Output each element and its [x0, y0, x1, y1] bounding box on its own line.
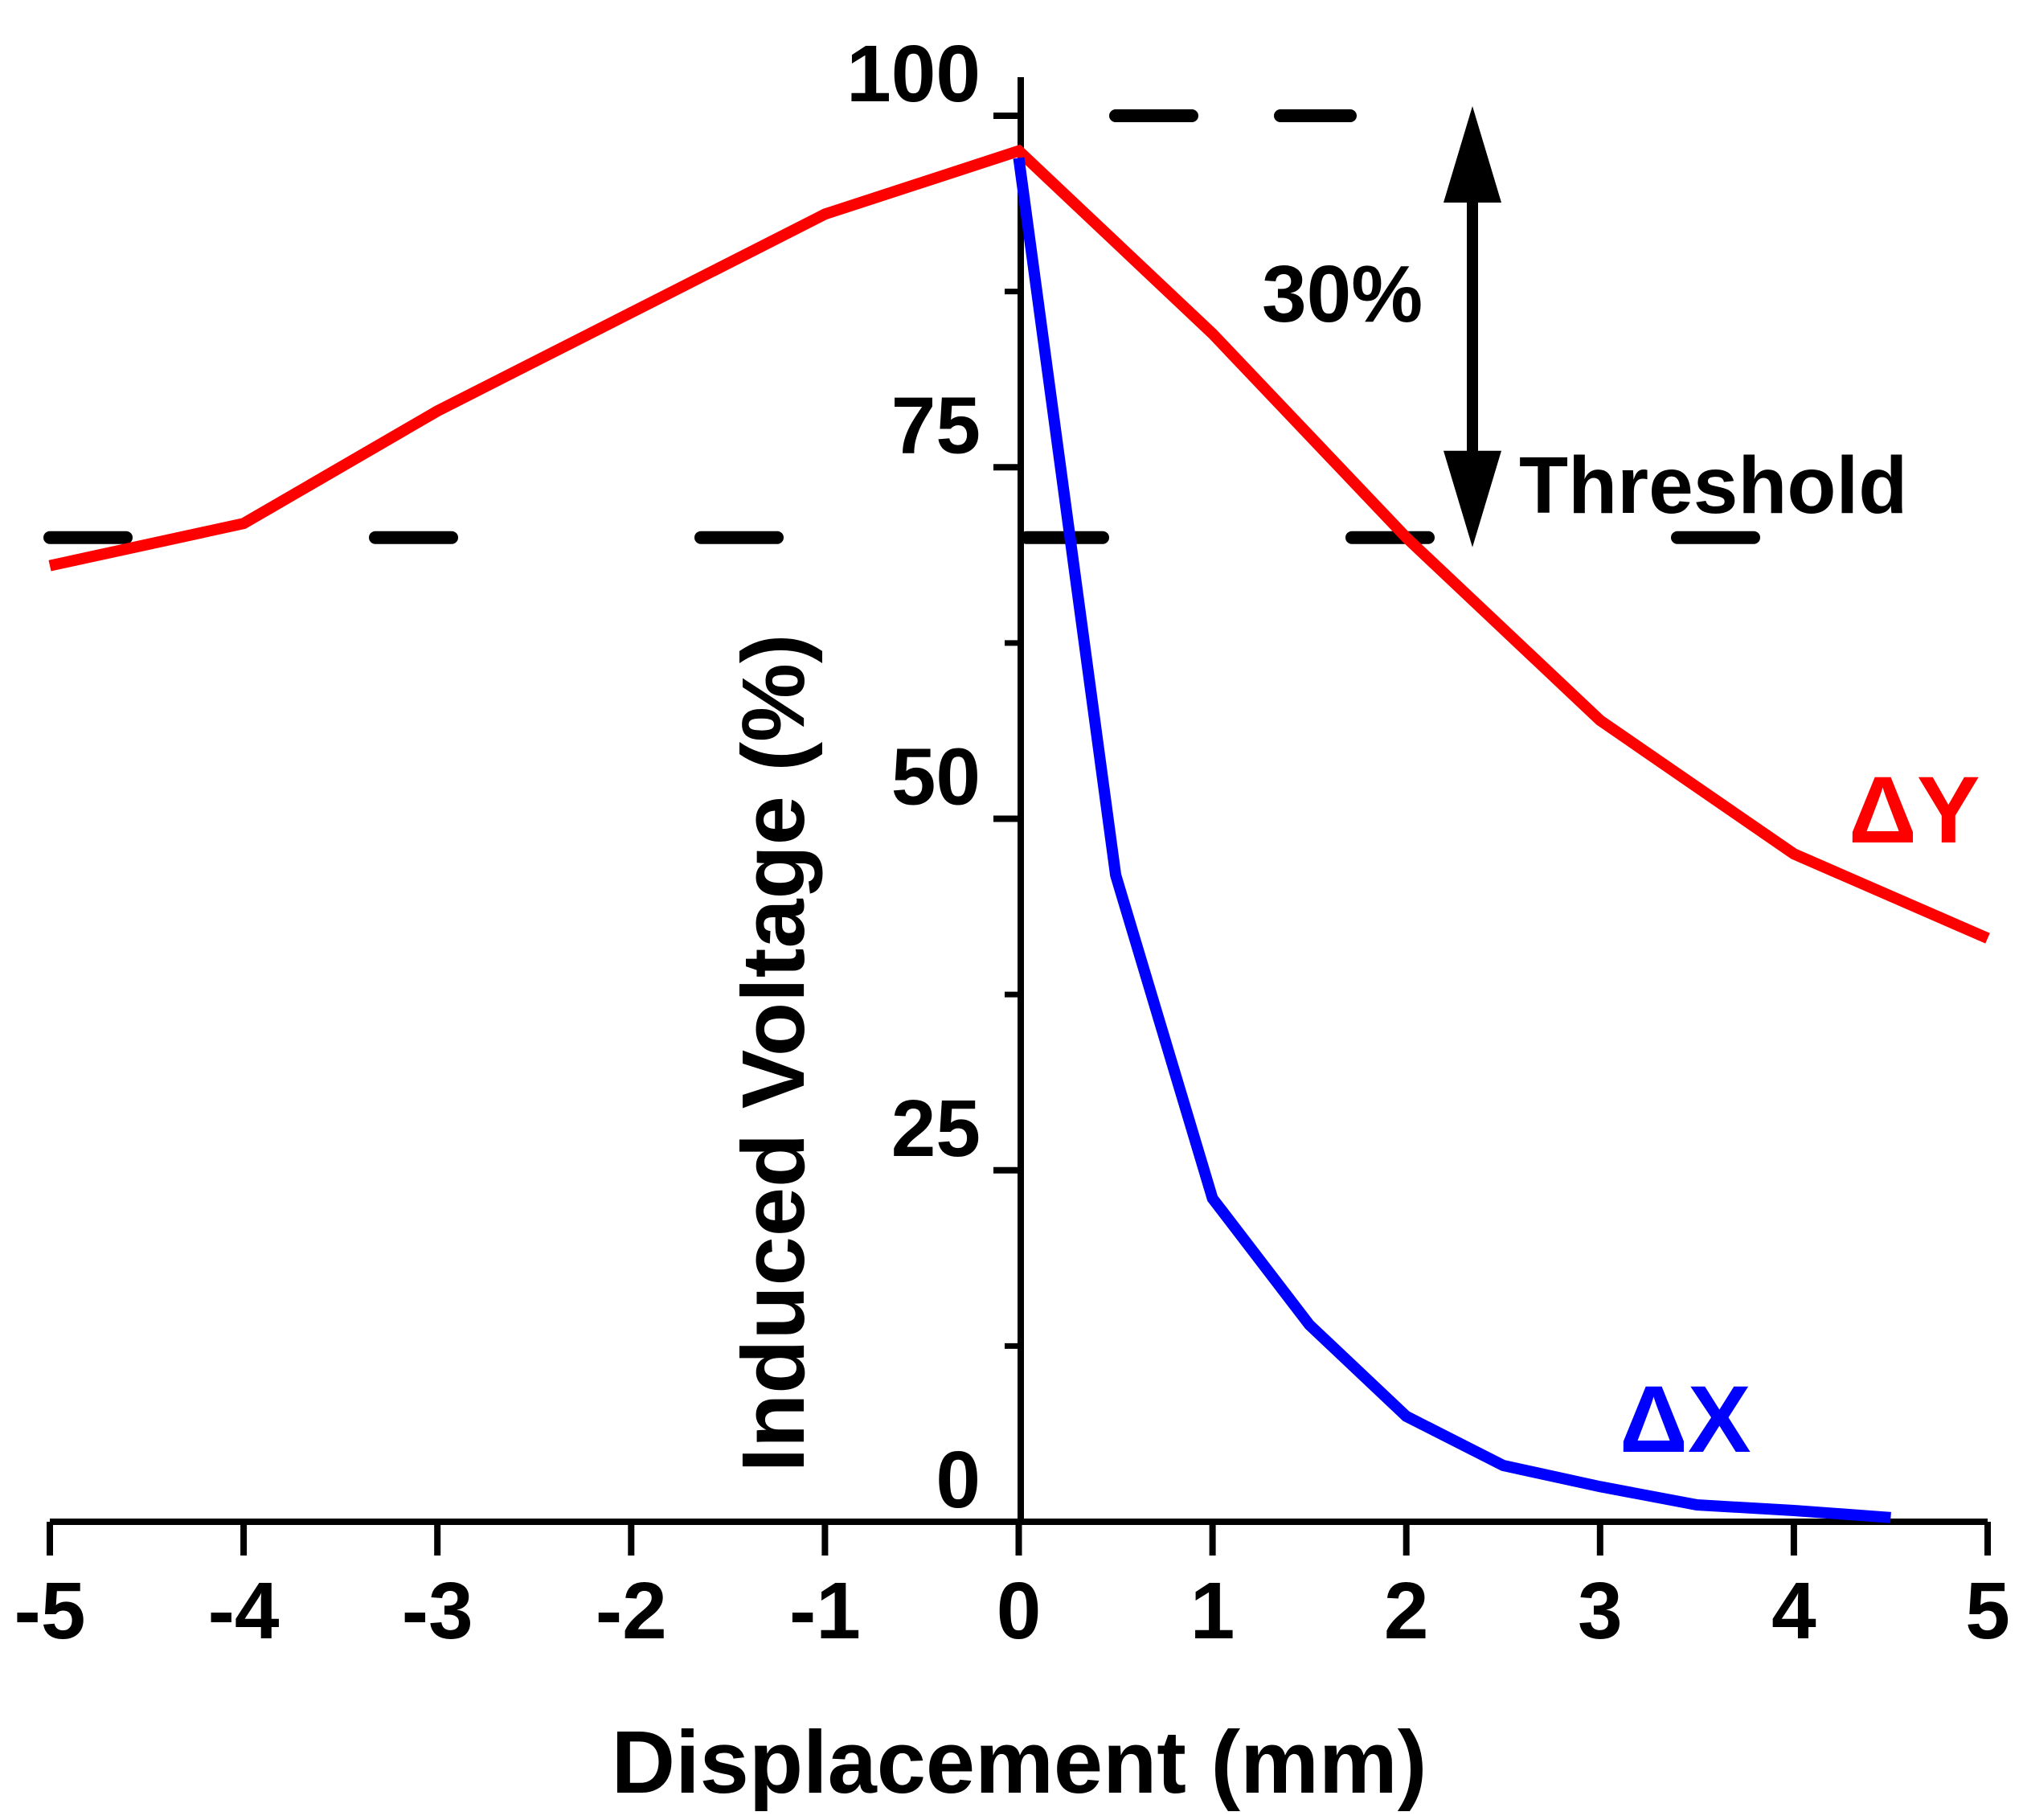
series-label-dy: ΔY: [1849, 757, 1980, 863]
series-layer: [48, 144, 1990, 1523]
threshold-label: Threshold: [1519, 441, 1907, 531]
axes: -5 -4 -3 -2 -1 0 1 2 3 4 5 0 25 50 75 100: [14, 29, 2010, 1656]
x-tick-label: 0: [997, 1566, 1042, 1656]
series-line-dx: [1013, 157, 1891, 1523]
x-tick-label: 5: [1965, 1566, 2010, 1656]
y-tick-label: 100: [846, 29, 981, 119]
x-tick-label: 4: [1771, 1566, 1816, 1656]
x-tick-label: -4: [208, 1566, 280, 1656]
x-axis-title: Displacement (mm): [612, 1713, 1427, 1812]
series-line-dy: [48, 144, 1990, 944]
y-ticks: 0 25 50 75 100: [846, 29, 1021, 1525]
x-tick-label: -3: [402, 1566, 473, 1656]
x-tick-label: 3: [1578, 1566, 1623, 1656]
x-tick-label: -5: [14, 1566, 86, 1656]
reference-lines: [43, 109, 1927, 544]
x-ticks: -5 -4 -3 -2 -1 0 1 2 3 4 5: [14, 1522, 2010, 1656]
x-tick-label: 1: [1190, 1566, 1235, 1656]
arrow-head-down: [1444, 450, 1501, 547]
difference-label: 30%: [1262, 249, 1423, 339]
y-tick-label: 75: [891, 380, 981, 470]
series-label-dx: ΔX: [1620, 1367, 1751, 1473]
x-tick-label: -2: [596, 1566, 667, 1656]
y-tick-label: 25: [891, 1084, 981, 1174]
difference-arrow: [1444, 106, 1501, 547]
x-tick-label: -1: [789, 1566, 861, 1656]
x-tick-label: 2: [1384, 1566, 1429, 1656]
y-tick-label: 0: [936, 1435, 981, 1525]
y-tick-label: 50: [891, 732, 981, 822]
y-axis-title: Induced Voltage (%): [724, 633, 823, 1472]
arrow-head-up: [1444, 106, 1501, 203]
